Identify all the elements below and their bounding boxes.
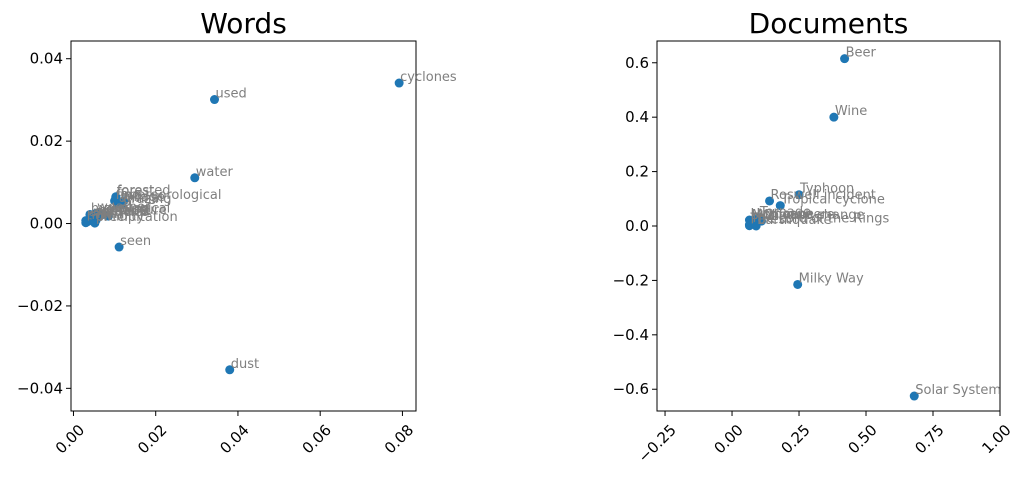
data-point <box>765 196 775 206</box>
point-label: seen <box>120 234 151 249</box>
point-label: precipitation <box>96 210 178 225</box>
data-point <box>81 218 91 228</box>
point-label: water <box>196 165 234 180</box>
point-label: sporadic <box>95 204 150 219</box>
point-label: Earthquake <box>757 213 831 228</box>
x-tick-label: 0.06 <box>299 421 335 457</box>
point-label: surface <box>99 204 147 219</box>
point-label: Beer <box>846 46 877 61</box>
y-tick-label: −0.6 <box>613 380 649 398</box>
data-point <box>210 95 220 105</box>
point-label: humidity <box>87 210 145 225</box>
point-label: particles <box>93 205 149 220</box>
data-point <box>793 279 803 289</box>
chart-title: Words <box>200 7 287 40</box>
point-label: Wine <box>835 104 867 119</box>
y-tick-label: −0.02 <box>17 297 63 315</box>
data-point <box>744 221 754 231</box>
y-tick-label: 0.4 <box>625 108 649 126</box>
x-tick-label: −0.25 <box>635 421 680 466</box>
point-label: forested <box>117 184 171 199</box>
point-label: Hurricane <box>750 207 813 222</box>
point-label: Climate change <box>763 208 865 223</box>
axes-frame <box>70 40 417 412</box>
point-label: Tornado <box>759 205 811 220</box>
point-label: Forest <box>750 213 790 228</box>
x-tick-label: 0.00 <box>710 421 746 457</box>
x-tick-label: 0.75 <box>911 421 947 457</box>
point-label: ground <box>104 201 150 216</box>
point-label: The Lord of the Rings <box>749 212 889 227</box>
data-point <box>751 221 761 231</box>
point-label: cyclones <box>400 70 457 85</box>
point-label: Roswell incident <box>771 188 876 203</box>
point-label: grazing <box>123 192 172 207</box>
point-label: rain <box>97 207 122 222</box>
point-label: hydrological <box>91 201 170 216</box>
data-point <box>114 242 124 252</box>
data-point <box>829 112 839 122</box>
x-tick-label: 0.25 <box>777 421 813 457</box>
point-label: foliage <box>121 190 165 205</box>
chart-title: Documents <box>749 7 909 40</box>
point-label: meteorological <box>125 188 222 203</box>
point-label: Solar System <box>915 383 1001 398</box>
data-point <box>794 190 804 200</box>
data-point <box>90 218 100 228</box>
y-tick-label: 0.00 <box>30 215 63 233</box>
point-label: Monsoon <box>752 208 810 223</box>
data-point <box>840 54 850 64</box>
point-label: Atmosphere <box>756 208 835 223</box>
point-label: moisture <box>109 203 166 218</box>
x-tick-label: 0.08 <box>381 421 417 457</box>
x-tick-label: 0.02 <box>134 421 170 457</box>
point-label: Milky Way <box>799 271 864 286</box>
y-tick-label: 0.04 <box>30 50 63 68</box>
data-point <box>394 78 404 88</box>
point-label: forest <box>117 184 154 199</box>
y-tick-label: 0.0 <box>625 217 649 235</box>
data-point <box>110 196 120 206</box>
x-tick-label: 0.04 <box>216 421 252 457</box>
point-label: used <box>216 87 247 102</box>
y-tick-label: 0.02 <box>30 132 63 150</box>
point-label: Tropical cyclone <box>780 193 885 208</box>
y-tick-label: 0.6 <box>625 54 649 72</box>
y-tick-label: 0.2 <box>625 163 649 181</box>
documents-chart: Documents −0.25 0.00 0.25 0.50 0.75 1.00 −0.6 −0… <box>613 7 1015 466</box>
point-label: dust <box>231 357 259 372</box>
point-label: Typhoon <box>799 182 854 197</box>
y-tick-label: −0.4 <box>613 326 649 344</box>
data-point <box>775 201 785 211</box>
words-chart: Words 0.00 0.02 0.04 0.06 0.08 −0.04 −0.02 0.00 0… <box>17 7 457 457</box>
y-tick-label: −0.2 <box>613 271 649 289</box>
point-label: fine <box>116 188 140 203</box>
point-label: animal <box>119 191 163 206</box>
y-tick-label: −0.04 <box>17 379 63 397</box>
point-label: weather <box>97 200 151 215</box>
data-point <box>225 365 235 375</box>
x-tick-label: 0.50 <box>844 421 880 457</box>
data-point <box>190 173 200 183</box>
x-tick-label: 1.00 <box>978 421 1014 457</box>
data-point <box>909 391 919 401</box>
x-tick-label: 0.00 <box>52 421 88 457</box>
